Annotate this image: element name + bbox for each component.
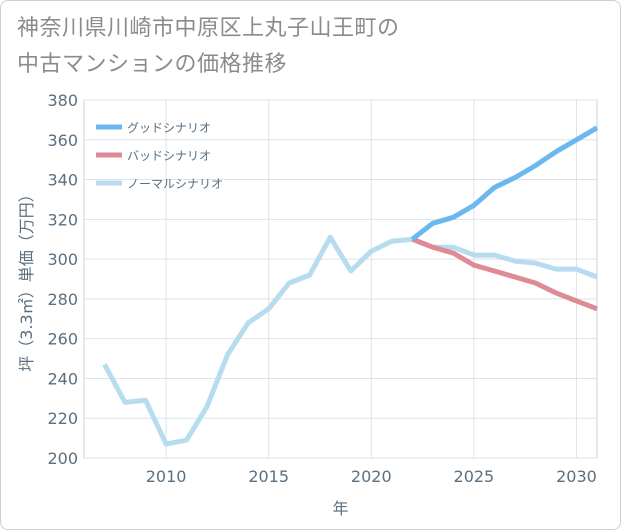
- y-tick-label: 320: [47, 210, 78, 229]
- plot-area: [83, 99, 598, 459]
- y-tick-label: 240: [47, 369, 78, 388]
- x-tick-label: 2030: [556, 467, 597, 486]
- legend-label-0: グッドシナリオ: [127, 121, 211, 135]
- x-tick-label: 2020: [351, 467, 392, 486]
- y-tick-label: 200: [47, 449, 78, 468]
- x-tick-label: 2010: [146, 467, 187, 486]
- series-line-2: [102, 234, 598, 447]
- y-tick-label: 340: [47, 171, 78, 190]
- series-line-1: [411, 236, 598, 312]
- legend-label-1: バッドシナリオ: [127, 149, 211, 163]
- y-axis-title: 坪（3.3㎡）単価（万円）: [17, 186, 36, 371]
- x-axis-title: 年: [332, 499, 348, 518]
- y-tick-label: 220: [47, 409, 78, 428]
- y-tick-label: 260: [47, 330, 78, 349]
- y-tick-label: 380: [47, 91, 78, 110]
- x-tick-label: 2015: [248, 467, 289, 486]
- y-tick-label: 280: [47, 290, 78, 309]
- chart-title-line2: 中古マンションの価格推移: [17, 52, 288, 77]
- chart-title: 神奈川県川崎市中原区上丸子山王町の 中古マンションの価格推移: [17, 11, 400, 83]
- series-line-0: [410, 125, 599, 242]
- y-tick-label: 300: [47, 250, 78, 269]
- y-tick-label: 360: [47, 131, 78, 150]
- x-tick-label: 2025: [454, 467, 495, 486]
- chart-title-line1: 神奈川県川崎市中原区上丸子山王町の: [17, 16, 400, 41]
- legend-label-2: ノーマルシナリオ: [127, 177, 223, 191]
